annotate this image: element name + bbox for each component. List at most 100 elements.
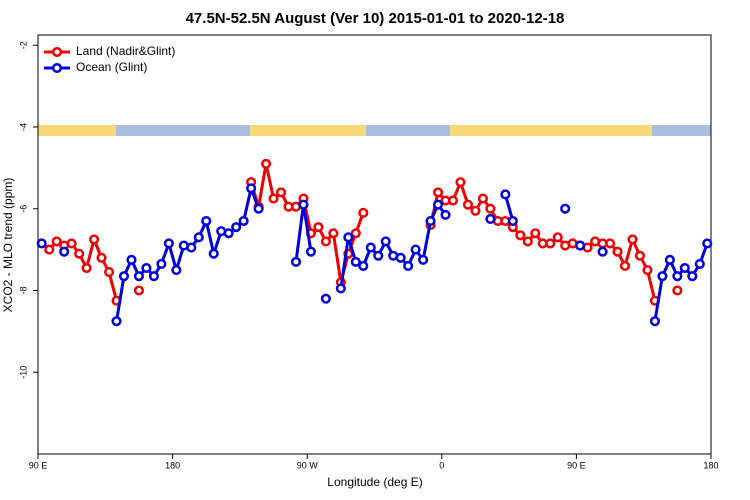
data-point xyxy=(305,246,316,257)
data-point xyxy=(433,199,444,210)
data-point xyxy=(672,285,683,296)
data-point xyxy=(261,158,272,169)
data-point xyxy=(477,193,488,204)
land-ocean-strip xyxy=(38,125,711,136)
data-point xyxy=(702,238,713,249)
data-point xyxy=(485,203,496,214)
y-tick-label: -10 xyxy=(18,366,28,379)
legend-label: Land (Nadir&Glint) xyxy=(76,44,175,58)
data-point xyxy=(522,236,533,247)
data-point xyxy=(545,238,556,249)
data-point xyxy=(74,248,85,259)
data-point xyxy=(462,199,474,210)
legend-marker xyxy=(51,46,63,58)
data-point xyxy=(320,236,331,247)
x-tick-label: 180 xyxy=(703,460,718,470)
data-point xyxy=(133,271,144,282)
y-tick-label: -6 xyxy=(18,205,28,213)
data-point xyxy=(171,264,182,276)
data-point xyxy=(96,252,107,263)
data-point xyxy=(485,213,496,225)
data-point xyxy=(657,271,668,282)
data-point xyxy=(403,260,414,272)
data-point xyxy=(395,252,406,263)
data-point xyxy=(365,242,376,253)
data-point xyxy=(156,258,167,269)
data-point xyxy=(126,254,137,265)
data-point xyxy=(634,250,646,261)
legend-marker xyxy=(51,62,63,74)
x-axis-label: Longitude (deg E) xyxy=(327,475,422,489)
data-point xyxy=(81,262,92,274)
data-point xyxy=(530,228,541,239)
data-point xyxy=(343,232,354,243)
data-point xyxy=(275,187,287,198)
data-point xyxy=(560,203,571,214)
data-point xyxy=(575,240,586,251)
data-point xyxy=(500,189,511,200)
data-point xyxy=(148,271,159,282)
data-point xyxy=(358,260,369,272)
data-point xyxy=(313,222,324,233)
data-point xyxy=(373,250,384,261)
y-axis-label: XCO2 - MLO trend (ppm) xyxy=(1,178,15,313)
data-point xyxy=(268,193,279,204)
data-point xyxy=(111,316,122,327)
data-point xyxy=(694,258,705,269)
x-tick-label: 90 E xyxy=(29,460,48,470)
data-point xyxy=(433,187,444,198)
data-point xyxy=(687,271,698,282)
data-point xyxy=(642,264,653,276)
data-point xyxy=(201,215,212,227)
y-tick-label: -4 xyxy=(18,123,28,131)
data-point xyxy=(89,234,100,245)
data-point xyxy=(627,234,638,245)
data-point xyxy=(440,209,451,220)
y-tick-label: -8 xyxy=(18,286,28,294)
legend-label: Ocean (Glint) xyxy=(76,60,147,74)
data-point xyxy=(66,238,77,249)
data-point xyxy=(470,205,481,216)
data-point xyxy=(350,228,361,239)
data-point xyxy=(455,177,466,188)
data-point xyxy=(649,316,660,327)
x-tick-label: 0 xyxy=(439,460,444,470)
data-point xyxy=(425,215,436,227)
data-point xyxy=(664,254,675,265)
data-point xyxy=(186,242,197,253)
chart-title: 47.5N-52.5N August (Ver 10) 2015-01-01 t… xyxy=(186,10,565,27)
data-point xyxy=(507,215,518,227)
x-tick-label: 90 W xyxy=(297,460,319,470)
data-point xyxy=(350,256,361,267)
data-point xyxy=(238,215,249,227)
data-point xyxy=(223,228,234,239)
data-point xyxy=(380,236,391,247)
data-point xyxy=(44,244,55,255)
data-point xyxy=(335,283,346,294)
series-line xyxy=(49,164,677,301)
data-point xyxy=(231,222,242,233)
data-point xyxy=(605,238,616,249)
y-tick-label: -2 xyxy=(18,41,28,49)
data-point xyxy=(418,254,429,265)
data-point xyxy=(298,199,309,210)
data-point xyxy=(320,293,331,304)
data-point xyxy=(552,232,563,243)
data-point xyxy=(358,207,369,218)
data-point xyxy=(133,285,144,296)
data-point xyxy=(619,260,631,272)
data-point xyxy=(141,262,152,274)
data-point xyxy=(36,238,47,249)
data-point xyxy=(410,244,421,255)
data-point xyxy=(253,203,264,214)
data-point xyxy=(612,246,623,257)
data-point xyxy=(597,246,608,257)
data-point xyxy=(447,195,459,206)
data-point xyxy=(59,246,70,257)
data-point xyxy=(103,267,115,278)
data-point xyxy=(290,256,302,267)
x-tick-label: 180 xyxy=(165,460,180,470)
data-point xyxy=(163,238,174,249)
data-point xyxy=(51,236,62,247)
